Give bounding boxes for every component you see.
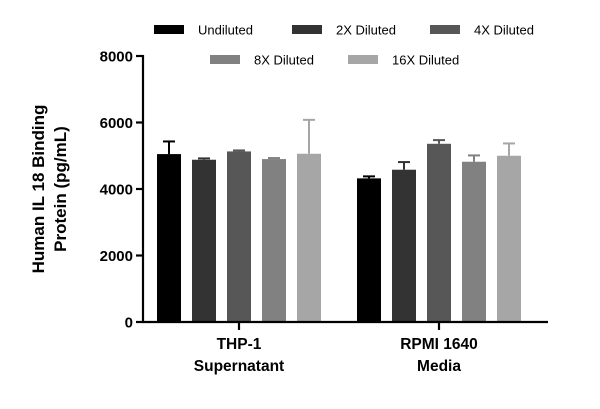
bar (462, 161, 486, 322)
bar (427, 143, 451, 322)
y-axis-label-line: Protein (pg/mL) (51, 126, 70, 252)
y-tick-label: 8000 (100, 49, 133, 66)
legend-label: Undiluted (198, 23, 253, 38)
legend-label: 16X Diluted (392, 53, 459, 68)
y-tick-label: 2000 (100, 248, 133, 265)
legend-swatch (348, 55, 378, 64)
x-axis: THP-1 Supernatant RPMI 1640 Media (142, 320, 548, 375)
bars (157, 118, 521, 322)
bar (297, 153, 321, 322)
legend-swatch (210, 55, 240, 64)
bar (227, 151, 251, 322)
bar (262, 159, 286, 322)
x-tick-label: Supernatant (194, 358, 284, 375)
bar (497, 155, 521, 322)
y-axis-label-line: Human IL 18 Binding (29, 105, 48, 274)
legend-swatch (154, 25, 184, 34)
legend-swatch (430, 25, 460, 34)
x-tick-label: RPMI 1640 (400, 336, 478, 353)
bar (392, 169, 416, 322)
legend-label: 8X Diluted (254, 53, 314, 68)
x-tick-label: Media (417, 358, 461, 375)
y-axis-label: Human IL 18 Binding Protein (pg/mL) (29, 105, 70, 274)
bar (192, 159, 216, 322)
bar (357, 178, 381, 322)
x-tick-label: THP-1 (217, 336, 262, 353)
y-axis: 0 2000 4000 6000 8000 (100, 49, 145, 332)
legend-swatch (292, 25, 322, 34)
y-tick-label: 6000 (100, 115, 133, 132)
legend: Undiluted 2X Diluted 4X Diluted 8X Diluted 1… (154, 23, 534, 68)
legend-label: 4X Diluted (474, 23, 534, 38)
y-tick-label: 0 (125, 315, 133, 332)
legend-label: 2X Diluted (336, 23, 396, 38)
bar (157, 154, 181, 322)
y-tick-label: 4000 (100, 182, 133, 199)
